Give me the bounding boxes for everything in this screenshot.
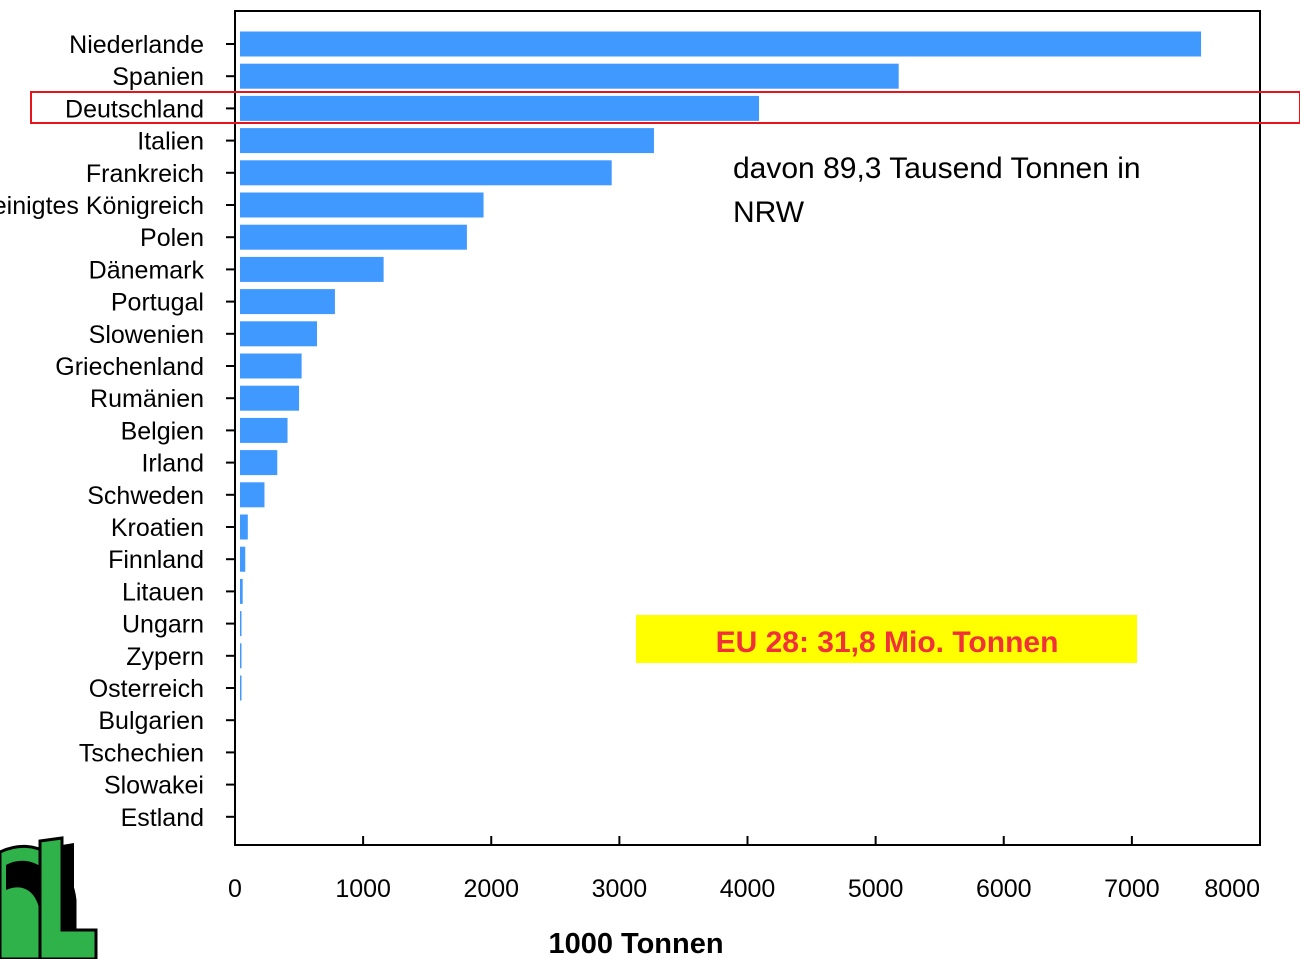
bar-kroatien <box>240 514 248 540</box>
x-tick-label-7000: 7000 <box>1104 875 1160 903</box>
x-tick-label-1000: 1000 <box>335 875 391 903</box>
bar-osterreich <box>240 675 242 701</box>
bar-daenemark <box>240 256 384 282</box>
category-label-finnland: Finnland <box>108 546 204 574</box>
bar-frankreich <box>240 160 612 186</box>
category-label-vereinigtes-koenigreich: Vereinigtes Königreich <box>0 192 204 220</box>
category-label-daenemark: Dänemark <box>89 256 205 284</box>
category-label-irland: Irland <box>141 450 204 478</box>
category-label-slowakei: Slowakei <box>104 772 204 800</box>
summary-box <box>636 615 1137 663</box>
bar-zypern <box>240 643 242 669</box>
category-label-portugal: Portugal <box>111 289 204 317</box>
x-tick-label-3000: 3000 <box>592 875 648 903</box>
x-tick-label-5000: 5000 <box>848 875 904 903</box>
x-axis-ticks: 0 1000 2000 3000 4000 5000 6000 7000 8000 <box>228 836 1261 903</box>
bar-vereinigtes-koenigreich <box>240 192 484 218</box>
category-label-schweden: Schweden <box>87 482 204 510</box>
bar-litauen <box>240 578 243 604</box>
category-label-deutschland: Deutschland <box>65 95 204 123</box>
bar-ungarn <box>240 611 242 637</box>
category-label-niederlande: Niederlande <box>69 31 204 59</box>
x-tick-label-4000: 4000 <box>720 875 776 903</box>
bar-polen <box>240 224 467 250</box>
bar-belgien <box>240 417 288 443</box>
bar-finnland <box>240 546 246 572</box>
x-tick-label-0: 0 <box>228 875 242 903</box>
x-axis-title: 1000 Tonnen <box>548 928 723 959</box>
category-label-tschechien: Tschechien <box>79 739 204 767</box>
bar-irland <box>240 450 278 476</box>
bar-niederlande <box>240 31 1202 57</box>
bar-italien <box>240 128 654 154</box>
lwk-logo-icon <box>0 836 98 959</box>
category-label-ungarn: Ungarn <box>122 611 204 639</box>
summary-label: EU 28: 31,8 Mio. Tonnen <box>716 626 1059 659</box>
bar-slowenien <box>240 321 317 347</box>
annotation-note-line-1: davon 89,3 Tausend Tonnen in <box>733 152 1141 185</box>
x-tick-label-2000: 2000 <box>463 875 519 903</box>
category-label-slowenien: Slowenien <box>89 321 204 349</box>
bar-portugal <box>240 289 335 315</box>
bar-deutschland <box>240 95 760 121</box>
category-label-litauen: Litauen <box>122 578 204 606</box>
category-labels: Niederlande Spanien Deutschland Italien Fran… <box>0 31 235 832</box>
bar-griechenland <box>240 353 302 379</box>
category-label-osterreich: Osterreich <box>89 675 204 703</box>
category-label-zypern: Zypern <box>126 643 204 671</box>
bar-spanien <box>240 63 899 89</box>
category-label-estland: Estland <box>121 804 204 832</box>
category-label-griechenland: Griechenland <box>55 353 204 381</box>
category-label-spanien: Spanien <box>112 63 204 91</box>
annotation-note-line-2: NRW <box>733 196 805 229</box>
highlight-box-deutschland <box>30 91 1300 124</box>
bar-schweden <box>240 482 265 508</box>
x-tick-label-8000: 8000 <box>1204 875 1260 903</box>
category-label-frankreich: Frankreich <box>86 160 204 188</box>
bar-rumaenien <box>240 385 300 411</box>
category-label-italien: Italien <box>137 128 204 156</box>
category-label-belgien: Belgien <box>121 417 204 445</box>
category-label-bulgarien: Bulgarien <box>98 707 204 735</box>
bars-layer <box>240 31 1202 701</box>
x-tick-label-6000: 6000 <box>976 875 1032 903</box>
category-label-polen: Polen <box>140 224 204 252</box>
category-label-rumaenien: Rumänien <box>90 385 204 413</box>
category-label-kroatien: Kroatien <box>111 514 204 542</box>
